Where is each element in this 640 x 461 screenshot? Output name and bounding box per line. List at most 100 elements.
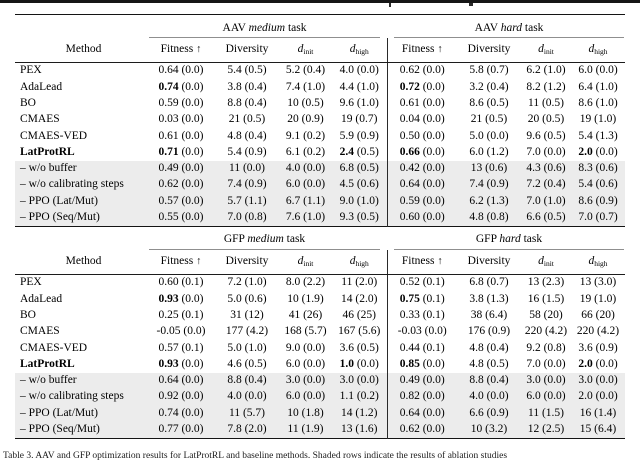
- cell-std: (0.6): [356, 178, 379, 191]
- table-row: AdaLead 0.93 (0.0) 5.0 (0.6) 10 (1.9) 14 (2.…: [15, 291, 625, 308]
- table-cell: 6.0 (0.0): [279, 356, 332, 372]
- cell-std: (1.2): [543, 80, 566, 93]
- table-cell: 21 (0.5): [215, 112, 279, 128]
- table-cell: 58 (20): [521, 308, 571, 324]
- cell-std: (1.1): [303, 194, 326, 207]
- cell-std: (0.7): [486, 64, 509, 77]
- cell-value: 0.55: [158, 211, 179, 224]
- cell-std: (0.6): [485, 162, 508, 175]
- cell-std: (0.2): [303, 145, 326, 158]
- results-table-aav: AAV medium task AAV hard task Method Fitnes…: [15, 14, 626, 227]
- cell-value: 3.0: [526, 374, 541, 387]
- table-cell: 9.1 (0.2): [279, 128, 332, 144]
- table-cell: 6.2 (1.3): [457, 193, 521, 209]
- cell-std: (0.9): [244, 178, 267, 191]
- cell-std: (1.8): [301, 406, 324, 419]
- column-header-diversity: Diversity: [215, 38, 279, 63]
- cell-std: (0.0): [422, 374, 445, 387]
- cell-value: 177: [225, 325, 244, 338]
- table-cell: 6.0 (1.2): [457, 144, 521, 160]
- method-cell: PEX: [20, 276, 42, 289]
- cell-value: 0.74: [158, 406, 179, 419]
- table-cell: 0.66 (0.0): [386, 144, 457, 161]
- table-row: BO 0.25 (0.1) 31 (12) 41 (26) 46 (25) 0.33 (0…: [15, 307, 625, 324]
- table-cell: 7.0 (1.0): [521, 193, 571, 209]
- table-cell: 0.62 (0.0): [386, 421, 457, 439]
- table-cell: 13 (3.0): [571, 274, 625, 291]
- table-row: – w/o calibrating steps 0.92 (0.0) 4.0 (0.…: [15, 389, 626, 406]
- table-cell: 0.57 (0.0): [147, 193, 215, 209]
- table-cell: -0.03 (0.0): [386, 323, 457, 341]
- cell-std: (0.9): [595, 194, 618, 207]
- method-cell: – PPO (Seq/Mut): [20, 423, 100, 436]
- cell-value: 6.0: [578, 64, 593, 77]
- cell-std: (0.8): [244, 211, 267, 224]
- cell-std: (0.1): [181, 276, 204, 289]
- table-cell: 12 (2.5): [521, 422, 571, 439]
- cell-std: (0.0): [356, 374, 379, 387]
- table-cell: 7.0 (0.7): [571, 210, 625, 227]
- cell-value: 2.0: [578, 145, 593, 158]
- table-cell: 0.77 (0.0): [147, 422, 215, 439]
- cell-value: 5.4: [227, 64, 242, 77]
- cell-std: (1.0): [595, 80, 618, 93]
- cell-std: (0.0): [181, 194, 204, 207]
- table-cell: 3.0 (0.0): [521, 373, 571, 389]
- cell-std: (0.0): [181, 292, 204, 305]
- cell-value: 8.8: [227, 374, 242, 387]
- table-cell: 5.4 (1.3): [571, 128, 625, 144]
- cell-std: (4.2): [246, 325, 269, 338]
- cell-std: (0.4): [244, 129, 267, 142]
- cell-value: 5.4: [227, 145, 242, 158]
- table-cell: 4.0 (0.0): [215, 389, 279, 405]
- table-cell: 5.0 (0.6): [215, 291, 279, 307]
- cell-value: 9.0: [285, 341, 301, 354]
- cell-std: (0.0): [422, 357, 445, 370]
- distance-symbol: d: [297, 255, 304, 268]
- clipped-text-fragment: [389, 3, 391, 7]
- column-header-fitness: Fitness ↑: [147, 249, 215, 275]
- cell-std: (0.7): [595, 211, 618, 224]
- distance-symbol: d: [588, 255, 595, 268]
- distance-subscript: init: [543, 259, 554, 269]
- cell-std: (1.0): [594, 113, 617, 126]
- cell-value: 0.59: [399, 194, 420, 207]
- column-header-fitness: Fitness ↑: [386, 249, 457, 275]
- table-cell: 3.0 (0.0): [332, 373, 387, 389]
- cell-std: (0.5): [356, 162, 379, 175]
- cell-value: 6.2: [526, 64, 541, 77]
- cell-std: (1.4): [594, 406, 617, 419]
- cell-value: 7.0: [578, 211, 593, 224]
- table-row: – PPO (Seq/Mut) 0.77 (0.0) 7.8 (2.0) 11 (1.…: [15, 421, 626, 439]
- cell-std: (1.2): [486, 145, 509, 158]
- table-cell: 0.60 (0.1): [147, 274, 215, 291]
- table-cell: 176 (0.9): [457, 324, 521, 340]
- cell-std: (0.0): [181, 390, 204, 403]
- table-cell: 0.85 (0.0): [386, 356, 457, 373]
- table-cell: 9.6 (1.0): [332, 96, 387, 112]
- table-cell: 7.0 (0.8): [215, 210, 279, 227]
- cell-value: 0.25: [158, 308, 179, 321]
- cell-std: (2.0): [244, 423, 267, 436]
- cell-value: 9.3: [339, 211, 354, 224]
- empty-corner-cell: [15, 227, 147, 250]
- method-cell: – w/o buffer: [20, 374, 77, 387]
- cell-value: 19: [579, 292, 592, 305]
- cell-std: (2.3): [542, 276, 565, 289]
- cell-value: 0.82: [399, 390, 420, 403]
- table-cell: 5.7 (1.1): [215, 193, 279, 209]
- cell-value: 46: [342, 308, 354, 321]
- column-header-fitness: Fitness ↑: [386, 38, 457, 63]
- cell-value: 8.8: [227, 96, 242, 109]
- table-cell: 9.0 (1.0): [332, 193, 387, 209]
- cell-std: (0.0): [543, 357, 566, 370]
- cell-value: 2.0: [578, 390, 593, 403]
- cell-value: 6.0: [285, 357, 301, 370]
- cell-std: (0.0): [356, 64, 379, 77]
- cell-std: (4.2): [545, 325, 568, 338]
- cell-value: 0.33: [399, 308, 420, 321]
- table-cell: 0.64 (0.0): [386, 405, 457, 422]
- column-header-d_init: dinit: [279, 38, 332, 63]
- table-cell: 14 (1.2): [332, 405, 387, 421]
- table-cell: 8.2 (1.2): [521, 79, 571, 95]
